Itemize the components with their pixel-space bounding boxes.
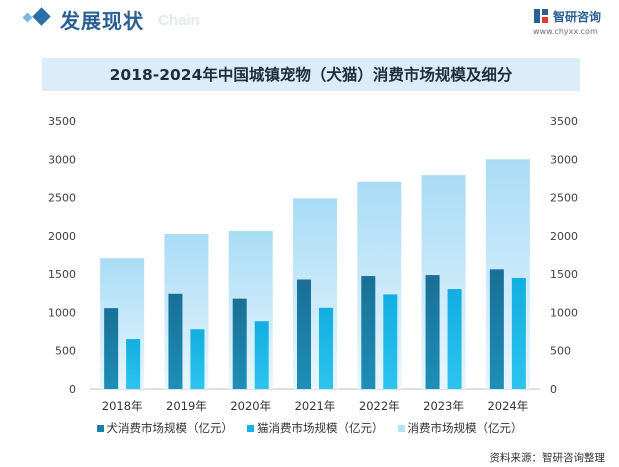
bar-dog bbox=[489, 269, 504, 389]
bar-cat bbox=[383, 294, 398, 389]
brand-url: www.chyxx.com bbox=[533, 27, 598, 36]
chart-legend: 犬消费市场规模（亿元） 猫消费市场规模（亿元） 消费市场规模（亿元） bbox=[0, 419, 619, 437]
bar-cat bbox=[254, 321, 269, 389]
y-tick-label-left: 2000 bbox=[48, 230, 76, 243]
bar-dog bbox=[168, 293, 183, 389]
section-subtitle: Chain bbox=[158, 12, 200, 29]
legend-label-dog: 犬消费市场规模（亿元） bbox=[106, 421, 234, 435]
y-tick-label-right: 3000 bbox=[550, 153, 578, 166]
bar-cat bbox=[511, 277, 526, 389]
bar-dog bbox=[297, 279, 311, 389]
x-tick-label: 2023年 bbox=[423, 399, 464, 413]
source-note: 资料来源：智研咨询整理 bbox=[489, 452, 606, 464]
section-title: 发展现状 bbox=[60, 9, 144, 33]
y-tick-label-left: 2500 bbox=[48, 192, 76, 205]
x-tick-label: 2019年 bbox=[166, 399, 207, 413]
y-tick-label-left: 1500 bbox=[48, 268, 76, 281]
bar-cat bbox=[126, 339, 141, 389]
x-tick-label: 2024年 bbox=[487, 399, 528, 413]
legend-swatch-dog bbox=[96, 424, 104, 432]
x-tick-label: 2021年 bbox=[295, 399, 336, 413]
brand-logo-icon bbox=[534, 9, 548, 23]
bar-dog bbox=[104, 308, 119, 389]
y-tick-label-right: 500 bbox=[550, 345, 571, 358]
y-tick-label-left: 3500 bbox=[48, 115, 76, 128]
bar-dog bbox=[232, 298, 247, 389]
chart-title-band bbox=[42, 58, 580, 91]
y-tick-label-right: 2500 bbox=[550, 192, 578, 205]
y-tick-label-left: 0 bbox=[69, 383, 76, 396]
legend-item-dog: 犬消费市场规模（亿元） bbox=[96, 420, 234, 436]
y-tick-label-left: 500 bbox=[55, 345, 76, 358]
y-tick-label-right: 1500 bbox=[550, 268, 578, 281]
legend-item-total: 消费市场规模（亿元） bbox=[397, 420, 523, 436]
x-tick-label: 2018年 bbox=[102, 399, 143, 413]
brand-name: 智研咨询 bbox=[553, 10, 602, 24]
bar-cat bbox=[190, 329, 205, 389]
legend-item-cat: 猫消费市场规模（亿元） bbox=[247, 420, 384, 436]
y-tick-label-left: 1000 bbox=[48, 306, 76, 319]
y-tick-label-right: 2000 bbox=[550, 230, 578, 243]
legend-swatch-total bbox=[397, 424, 405, 432]
x-tick-label: 2022年 bbox=[359, 399, 400, 413]
y-tick-label-right: 1000 bbox=[550, 306, 578, 319]
bar-dog bbox=[361, 276, 376, 389]
x-tick-label: 2020年 bbox=[230, 399, 271, 413]
section-header: 发展现状 Chain 智研咨询 www.chyxx.com bbox=[0, 0, 619, 40]
y-tick-label-right: 0 bbox=[550, 383, 557, 396]
y-tick-label-left: 3000 bbox=[48, 153, 76, 166]
y-tick-label-right: 3500 bbox=[550, 115, 578, 128]
bar-dog bbox=[425, 275, 440, 389]
bar-cat bbox=[447, 289, 462, 389]
legend-label-cat: 猫消费市场规模（亿元） bbox=[257, 421, 384, 435]
legend-label-total: 消费市场规模（亿元） bbox=[407, 421, 523, 435]
legend-swatch-cat bbox=[247, 424, 254, 432]
chart-title: 2018-2024年中国城镇宠物（犬猫）消费市场规模及细分 bbox=[109, 66, 513, 84]
bar-cat bbox=[319, 307, 333, 389]
